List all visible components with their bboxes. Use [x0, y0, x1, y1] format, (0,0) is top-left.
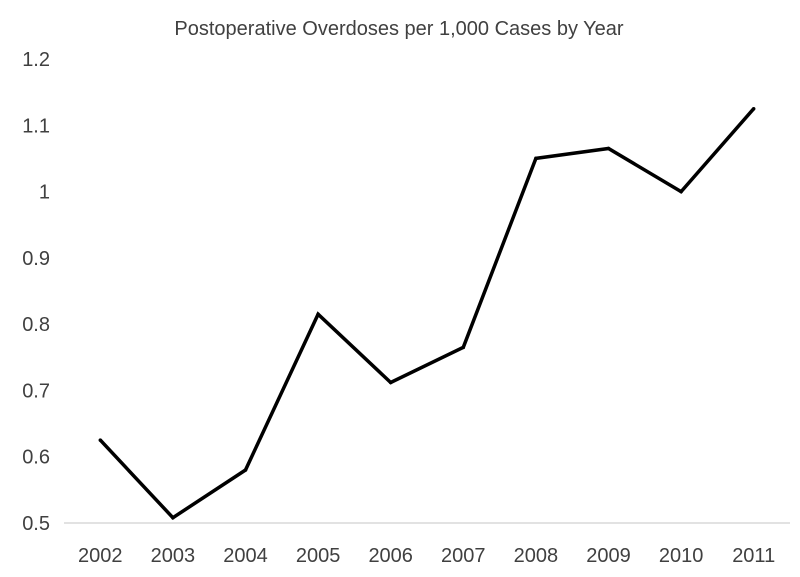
- data-point: [534, 156, 538, 161]
- data-point: [243, 468, 248, 472]
- x-axis-labels: 2002 2003 2004 2005 2006 2007 2008 2009 2010 2011: [78, 545, 775, 567]
- data-point: [461, 345, 466, 350]
- data-point: [171, 515, 175, 520]
- x-tick-label: 2008: [514, 545, 559, 567]
- x-tick-label: 2011: [732, 545, 775, 567]
- data-point: [751, 106, 756, 111]
- y-tick-label: 0.7: [22, 380, 50, 402]
- x-tick-label: 2004: [223, 545, 268, 567]
- y-tick-label: 1.2: [22, 49, 50, 71]
- data-point: [316, 312, 320, 316]
- y-tick-label: 0.9: [22, 248, 50, 270]
- data-point: [388, 380, 393, 385]
- y-tick-label: 0.6: [22, 447, 50, 469]
- y-tick-label: 1.1: [22, 115, 50, 137]
- x-tick-label: 2003: [151, 545, 196, 567]
- x-tick-label: 2007: [441, 545, 486, 567]
- y-tick-label: 1: [39, 182, 50, 204]
- data-point: [98, 438, 103, 442]
- series-line: [99, 107, 756, 520]
- x-tick-label: 2010: [659, 545, 704, 567]
- data-points: [98, 106, 756, 520]
- x-tick-label: 2006: [368, 545, 413, 567]
- y-tick-label: 0.5: [22, 513, 50, 535]
- x-tick-label: 2009: [586, 545, 631, 567]
- data-point: [606, 146, 611, 151]
- x-tick-label: 2005: [296, 545, 341, 567]
- data-point: [679, 189, 683, 194]
- y-tick-label: 0.8: [22, 314, 50, 336]
- y-axis-labels: 0.5 0.6 0.7 0.8 0.9 1 1.1 1.2: [22, 49, 50, 535]
- chart-title: Postoperative Overdoses per 1,000 Cases …: [174, 18, 624, 40]
- x-tick-label: 2002: [78, 545, 123, 567]
